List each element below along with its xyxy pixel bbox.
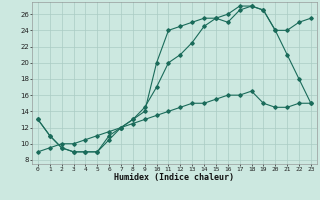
X-axis label: Humidex (Indice chaleur): Humidex (Indice chaleur)	[115, 173, 234, 182]
